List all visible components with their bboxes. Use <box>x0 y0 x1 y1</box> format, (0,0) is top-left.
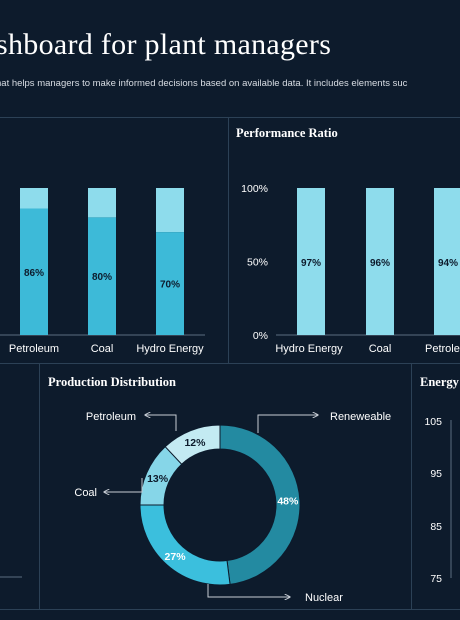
bar-value-label: 96% <box>370 258 390 269</box>
bar-lower-coal <box>88 217 116 335</box>
x-tick-label: Hydro Energy <box>275 343 343 355</box>
performance-bar <box>434 188 460 335</box>
donut-slice-petroleum <box>164 424 221 465</box>
y-tick-label: 85 <box>430 521 442 533</box>
x-tick-label: Coal <box>91 343 114 355</box>
donut-slice-nuclear <box>139 504 231 586</box>
bar-lower-hydro-energy <box>156 232 184 335</box>
donut-value-label: 48% <box>277 496 299 508</box>
page-subtitle: hat helps managers to make informed deci… <box>0 78 408 89</box>
bar-upper-cut <box>20 188 48 209</box>
donut-value-label: 12% <box>184 437 206 449</box>
energy-title: Energy <box>420 375 459 389</box>
bar-lower-cut <box>20 208 48 335</box>
y-tick-label: 0% <box>253 330 268 342</box>
leader-line-coal <box>104 478 143 492</box>
divider-bottom <box>0 609 460 610</box>
bar-upper-hydro-energy <box>156 188 184 233</box>
y-tick-label: 95 <box>430 468 442 480</box>
y-tick-label: 105 <box>424 416 442 428</box>
bar-upper-coal <box>88 188 116 218</box>
x-tick-label: Petrole <box>425 343 460 355</box>
legend-label-nuclear: Nuclear <box>305 592 343 604</box>
leader-line-nuclear <box>207 584 290 597</box>
divider-top <box>0 117 460 118</box>
x-tick-label: Hydro Energy <box>136 343 204 355</box>
production-donut-chart: 48% 27% 13% 12% Petroleum Coal Reneweable N… <box>74 411 391 604</box>
bar-value-label: 97% <box>301 258 321 269</box>
bar-value-label: 86% <box>24 268 44 279</box>
legend-label-renewable: Reneweable <box>330 411 391 423</box>
energy-chart: 75 85 95 105 <box>424 416 452 585</box>
y-tick-label: 50% <box>247 257 268 269</box>
divider-mid-top <box>228 117 229 363</box>
performance-ratio-title: Performance Ratio <box>236 126 338 140</box>
leader-line-petroleum <box>145 415 177 431</box>
donut-slice-reneweable <box>219 424 301 585</box>
donut-value-label: 13% <box>147 473 169 485</box>
page-title: shboard for plant managers <box>0 28 332 61</box>
production-distribution-title: Production Distribution <box>48 375 176 389</box>
x-tick-label: Coal <box>369 343 392 355</box>
legend-label-petroleum: Petroleum <box>86 411 136 423</box>
divider-middle <box>0 363 460 364</box>
legend-label-coal: Coal <box>74 487 97 499</box>
performance-bar <box>366 188 394 335</box>
performance-bar <box>297 188 325 335</box>
capacity-bar-chart: 86% Petroleum 80% Coal 70% Hydro Energy <box>0 188 205 355</box>
x-tick-label: Petroleum <box>9 343 59 355</box>
leader-line-renewable <box>257 415 318 433</box>
donut-value-label: 27% <box>165 551 187 563</box>
bar-value-label: 70% <box>160 280 180 291</box>
performance-ratio-chart: 0% 50% 100% 97% Hydro Energy 96% Coal 94% Petro… <box>241 183 460 355</box>
y-tick-label: 75 <box>430 573 442 585</box>
bar-value-label: 94% <box>438 258 458 269</box>
bar-value-label: 80% <box>92 272 112 283</box>
y-tick-label: 100% <box>241 183 268 195</box>
divider-bottom-right <box>411 363 412 609</box>
divider-bottom-left <box>39 363 40 609</box>
